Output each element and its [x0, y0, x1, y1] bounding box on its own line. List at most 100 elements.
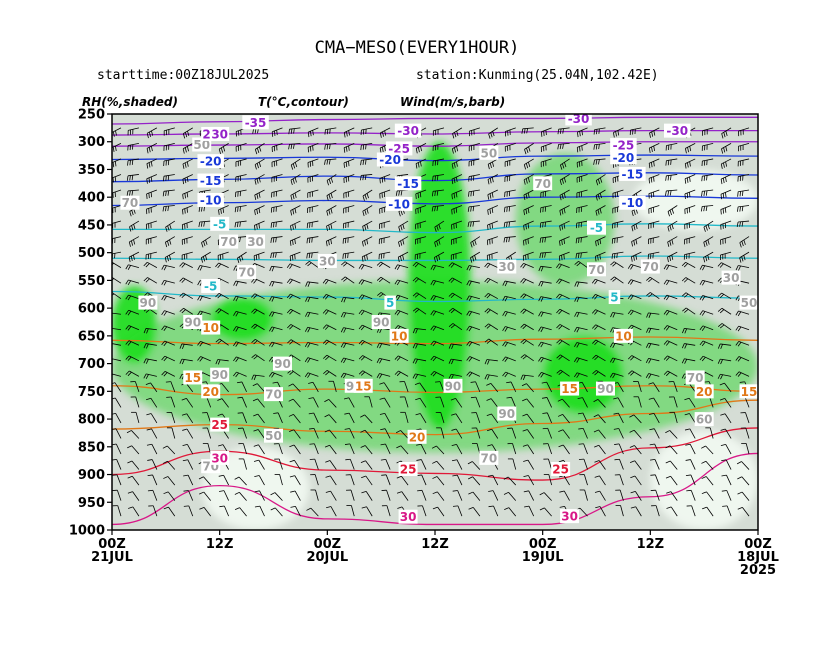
barb-shaft — [235, 174, 247, 178]
wind-barb — [148, 505, 158, 517]
barb-shaft — [274, 507, 283, 517]
wind-barb — [466, 310, 480, 317]
barb-flag — [233, 326, 237, 332]
barb-flag — [125, 279, 129, 285]
rh-label: 70 — [237, 265, 257, 280]
barb-shaft — [343, 251, 355, 255]
barb-shaft — [703, 355, 714, 362]
wind-barb — [520, 354, 534, 362]
barb-shaft — [361, 127, 373, 131]
barb-flag — [544, 237, 546, 243]
wind-barb — [575, 220, 588, 229]
barb-flag — [436, 190, 439, 196]
barb-shaft — [185, 382, 194, 393]
barb-shaft — [638, 396, 642, 408]
label-text: 50 — [741, 296, 758, 310]
barb-flag — [525, 224, 527, 230]
wind-barb — [417, 489, 427, 501]
wind-barb — [182, 174, 193, 185]
wind-barb — [717, 323, 732, 331]
barb-shaft — [164, 371, 175, 377]
barb-shaft — [404, 396, 409, 408]
barb-shaft — [401, 491, 409, 501]
barb-flag — [684, 343, 688, 349]
barb-shaft — [559, 205, 570, 211]
wind-barb — [379, 397, 391, 408]
barb-flag — [182, 148, 185, 154]
wind-barb — [681, 358, 696, 364]
barb-flag — [689, 146, 692, 152]
wind-barb — [127, 475, 140, 486]
barb-shaft — [350, 474, 355, 486]
barb-flag — [274, 130, 276, 136]
barb-flag — [616, 253, 618, 259]
barb-shaft — [510, 381, 517, 393]
barb-flag — [381, 474, 387, 476]
barb-shaft — [325, 158, 337, 161]
wind-barb — [541, 381, 552, 393]
barb-shaft — [741, 461, 750, 470]
wind-barb — [199, 491, 212, 501]
barb-flag — [687, 162, 689, 168]
barb-flag — [360, 414, 365, 418]
temp-label: -10 — [619, 195, 646, 210]
label-box — [694, 412, 714, 427]
barb-flag — [289, 264, 293, 269]
wind-barb — [486, 251, 498, 261]
barb-flag — [378, 278, 384, 283]
wind-barb — [237, 427, 247, 439]
barb-shaft — [361, 279, 373, 284]
barb-flag — [539, 507, 545, 511]
barb-flag — [667, 160, 670, 166]
wind-barb — [127, 127, 140, 136]
wind-barb — [235, 158, 247, 167]
label-text: 20 — [696, 385, 713, 399]
barb-flag — [328, 209, 331, 215]
wind-barb — [575, 236, 588, 244]
barb-flag — [163, 280, 167, 286]
barb-flag — [556, 263, 560, 268]
barb-flag — [417, 193, 419, 199]
y-tick-label: 600 — [78, 302, 105, 317]
barb-flag — [703, 206, 705, 212]
barb-flag — [163, 491, 169, 495]
label-text: -15 — [200, 174, 222, 188]
label-text: 5 — [610, 291, 618, 305]
label-box — [394, 123, 422, 138]
barb-shaft — [666, 309, 678, 315]
barb-shaft — [255, 143, 265, 150]
wind-barb — [161, 325, 175, 331]
wind-barb — [235, 174, 247, 182]
wind-barb — [254, 475, 265, 486]
barb-shaft — [490, 383, 499, 393]
barb-flag — [362, 175, 365, 181]
wind-barb — [609, 372, 624, 379]
label-text: -25 — [613, 139, 635, 153]
wind-barb — [415, 236, 427, 245]
barb-flag — [167, 225, 170, 231]
barb-shaft — [365, 475, 373, 486]
barb-flag — [125, 264, 129, 270]
wind-barb — [663, 370, 678, 377]
temp-label: 15 — [739, 384, 758, 399]
wind-barb — [161, 279, 175, 286]
wind-barb — [488, 505, 499, 517]
barb-flag — [705, 240, 708, 246]
wind-barb — [556, 339, 570, 346]
barb-flag — [486, 294, 491, 299]
barb-flag — [508, 206, 511, 212]
barb-shaft — [470, 236, 481, 243]
barb-shaft — [559, 263, 570, 269]
barb-shaft — [326, 236, 337, 242]
barb-shaft — [385, 474, 391, 486]
label-text: 90 — [597, 382, 614, 396]
barb-shaft — [685, 292, 696, 300]
barb-flag — [486, 309, 491, 314]
barb-flag — [650, 459, 656, 461]
barb-flag — [143, 373, 147, 379]
wind-barb — [286, 278, 301, 285]
barb-shaft — [187, 444, 194, 455]
barb-shaft — [235, 280, 247, 284]
barb-shaft — [666, 264, 678, 269]
barb-flag — [114, 161, 117, 167]
